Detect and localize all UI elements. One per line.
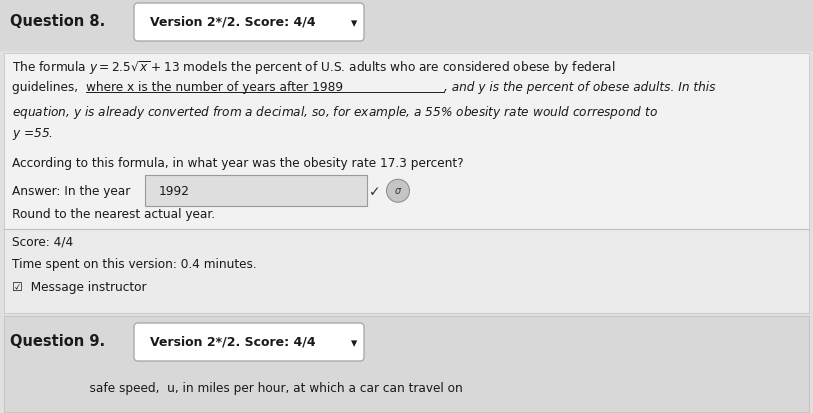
Text: Version 2*/2. Score: 4/4: Version 2*/2. Score: 4/4	[150, 16, 315, 29]
Text: ▾: ▾	[351, 17, 357, 31]
Text: $y$ =55.: $y$ =55.	[12, 126, 53, 142]
Text: Version 2*/2. Score: 4/4: Version 2*/2. Score: 4/4	[150, 335, 315, 348]
Text: 1992: 1992	[159, 185, 190, 198]
Text: According to this formula, in what year was the obesity rate 17.3 percent?: According to this formula, in what year …	[12, 157, 463, 169]
FancyBboxPatch shape	[134, 323, 364, 361]
Bar	[0, 0, 813, 52]
Text: Time spent on this version: 0.4 minutes.: Time spent on this version: 0.4 minutes.	[12, 258, 257, 271]
FancyBboxPatch shape	[145, 176, 367, 207]
Text: ☑  Message instructor: ☑ Message instructor	[12, 280, 146, 293]
Circle shape	[386, 180, 410, 203]
Text: guidelines,: guidelines,	[12, 81, 82, 94]
Text: safe speed,  u, in miles per hour, at which a car can travel on: safe speed, u, in miles per hour, at whi…	[12, 382, 463, 394]
Text: The formula $y = 2.5\sqrt{x} + 13$ models the percent of U.S. adults who are con: The formula $y = 2.5\sqrt{x} + 13$ model…	[12, 59, 615, 76]
Text: Round to the nearest actual year.: Round to the nearest actual year.	[12, 207, 215, 220]
Bar	[4, 316, 809, 412]
Bar	[4, 54, 809, 313]
Text: σ: σ	[395, 186, 401, 196]
Text: Question 8.: Question 8.	[10, 14, 105, 29]
Text: Answer: In the year: Answer: In the year	[12, 185, 130, 198]
Text: equation, $y$ is already converted from a decimal, so, for example, a 55% obesit: equation, $y$ is already converted from …	[12, 104, 658, 121]
Text: ▾: ▾	[351, 337, 357, 350]
Text: Score: 4/4: Score: 4/4	[12, 235, 73, 248]
Text: , and y is the percent of obese adults. In this: , and y is the percent of obese adults. …	[444, 81, 715, 94]
Bar	[4, 230, 809, 313]
Text: where x is the number of years after 1989: where x is the number of years after 198…	[85, 81, 342, 94]
Text: Question 9.: Question 9.	[10, 334, 105, 349]
Text: ✓: ✓	[369, 184, 380, 198]
FancyBboxPatch shape	[134, 4, 364, 42]
